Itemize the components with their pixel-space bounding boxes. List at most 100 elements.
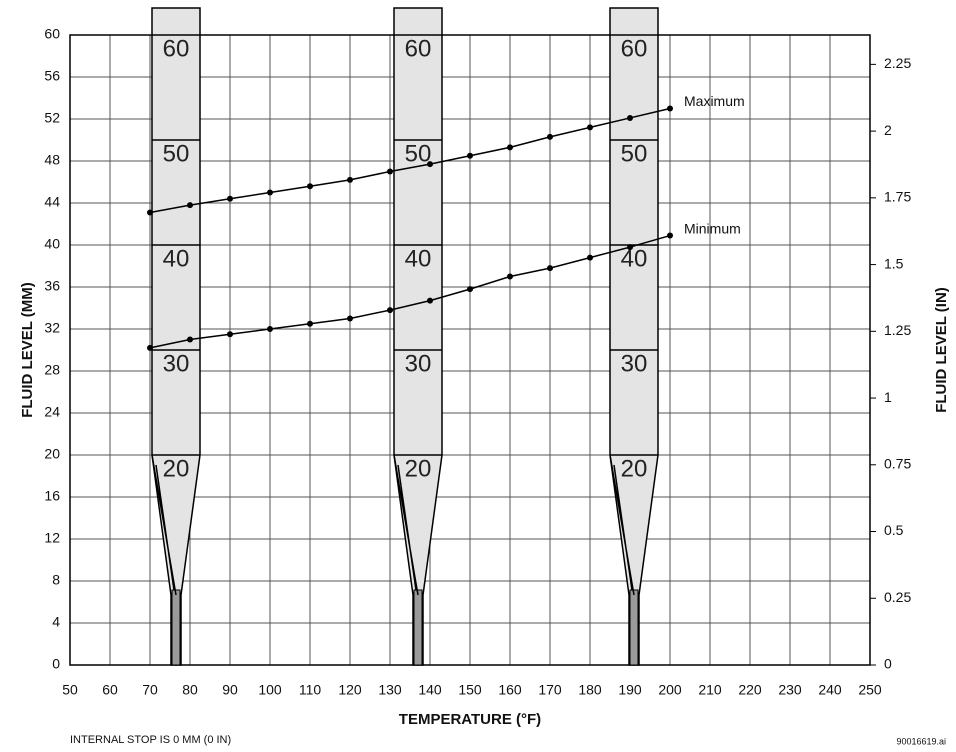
x-tick-label: 200 (658, 682, 682, 698)
data-point (427, 161, 433, 167)
dipstick-rod (630, 590, 638, 665)
y2-axis-title: FLUID LEVEL (IN) (933, 287, 950, 413)
data-point (347, 177, 353, 183)
x-tick-label: 240 (818, 682, 842, 698)
dipstick-level-label: 60 (621, 35, 648, 62)
x-tick-label: 50 (62, 682, 78, 698)
y-tick-label: 36 (44, 278, 60, 294)
y-tick-label: 48 (44, 152, 60, 168)
data-point (347, 316, 353, 322)
footnote: INTERNAL STOP IS 0 MM (0 IN) (70, 734, 231, 746)
y-tick-label: 56 (44, 68, 60, 84)
data-point (467, 286, 473, 292)
dipstick-level-label: 50 (163, 140, 190, 167)
dipstick-level-label: 60 (405, 35, 432, 62)
data-point (307, 183, 313, 189)
x-tick-label: 160 (498, 682, 522, 698)
y-tick-label: 12 (44, 530, 60, 546)
x-tick-label: 250 (858, 682, 882, 698)
data-point (227, 331, 233, 337)
data-point (627, 115, 633, 121)
data-point (507, 274, 513, 280)
x-tick-label: 230 (778, 682, 802, 698)
dipstick-body (394, 8, 442, 665)
y-tick-label: 8 (52, 572, 60, 588)
data-point (427, 298, 433, 304)
y-tick-label: 52 (44, 110, 60, 126)
x-axis-title: TEMPERATURE (°F) (399, 711, 541, 728)
data-point (387, 169, 393, 175)
data-point (267, 190, 273, 196)
y-tick-label: 40 (44, 236, 60, 252)
data-point (187, 337, 193, 343)
x-tick-label: 100 (258, 682, 282, 698)
dipstick-rod (414, 590, 422, 665)
x-tick-label: 150 (458, 682, 482, 698)
y-tick-label: 0 (52, 656, 60, 672)
y2-tick-label: 0 (884, 656, 892, 672)
data-point (507, 144, 513, 150)
x-tick-label: 90 (222, 682, 238, 698)
y2-tick-label: 2 (884, 122, 892, 138)
y-tick-label: 44 (44, 194, 60, 210)
dipstick-level-label: 40 (405, 245, 432, 272)
data-point (667, 233, 673, 239)
y-tick-label: 60 (44, 26, 60, 42)
data-point (467, 153, 473, 159)
y2-tick-label: 0.75 (884, 455, 911, 471)
x-tick-label: 70 (142, 682, 158, 698)
dipstick-level-label: 20 (163, 455, 190, 482)
data-point (387, 307, 393, 313)
x-tick-label: 110 (299, 682, 322, 698)
x-tick-label: 80 (182, 682, 198, 698)
x-tick-label: 220 (738, 682, 762, 698)
data-point (547, 265, 553, 271)
data-point (627, 244, 633, 250)
data-point (227, 196, 233, 202)
data-point (667, 106, 673, 112)
y2-tick-label: 1 (884, 389, 892, 405)
data-point (587, 255, 593, 261)
dipstick-level-label: 60 (163, 35, 190, 62)
x-tick-label: 60 (102, 682, 118, 698)
data-point (147, 209, 153, 215)
data-point (267, 326, 273, 332)
y2-tick-label: 0.25 (884, 589, 911, 605)
figure-id: 90016619.ai (896, 736, 946, 746)
series-label: Maximum (684, 93, 745, 109)
y2-tick-label: 0.5 (884, 522, 904, 538)
y-tick-label: 20 (44, 446, 60, 462)
data-point (187, 202, 193, 208)
x-tick-label: 120 (338, 682, 362, 698)
y-tick-label: 24 (44, 404, 60, 420)
dipstick-body (152, 8, 200, 665)
data-point (147, 345, 153, 351)
data-point (547, 134, 553, 140)
dipstick-level-label: 20 (621, 455, 648, 482)
y2-tick-label: 1.5 (884, 255, 904, 271)
chart: 5060708090100110120130140150160170180190… (0, 0, 956, 752)
dipstick-level-label: 30 (163, 350, 190, 377)
y2-tick-label: 1.25 (884, 322, 911, 338)
dipstick-level-label: 20 (405, 455, 432, 482)
y-tick-label: 16 (44, 488, 60, 504)
x-tick-label: 190 (618, 682, 642, 698)
dipstick-level-label: 50 (621, 140, 648, 167)
data-point (307, 321, 313, 327)
y-tick-label: 4 (52, 614, 60, 630)
dipstick-body (610, 8, 658, 665)
x-tick-label: 170 (538, 682, 562, 698)
dipstick-level-label: 40 (163, 245, 190, 272)
x-tick-label: 180 (578, 682, 602, 698)
y-tick-label: 28 (44, 362, 60, 378)
y2-tick-label: 1.75 (884, 189, 911, 205)
y-tick-label: 32 (44, 320, 60, 336)
x-tick-label: 210 (698, 682, 722, 698)
dipstick-rod (172, 590, 180, 665)
dipstick-level-label: 40 (621, 245, 648, 272)
series-label: Minimum (684, 220, 741, 236)
y2-tick-label: 2.25 (884, 55, 911, 71)
x-tick-label: 140 (418, 682, 442, 698)
dipstick-level-label: 30 (621, 350, 648, 377)
